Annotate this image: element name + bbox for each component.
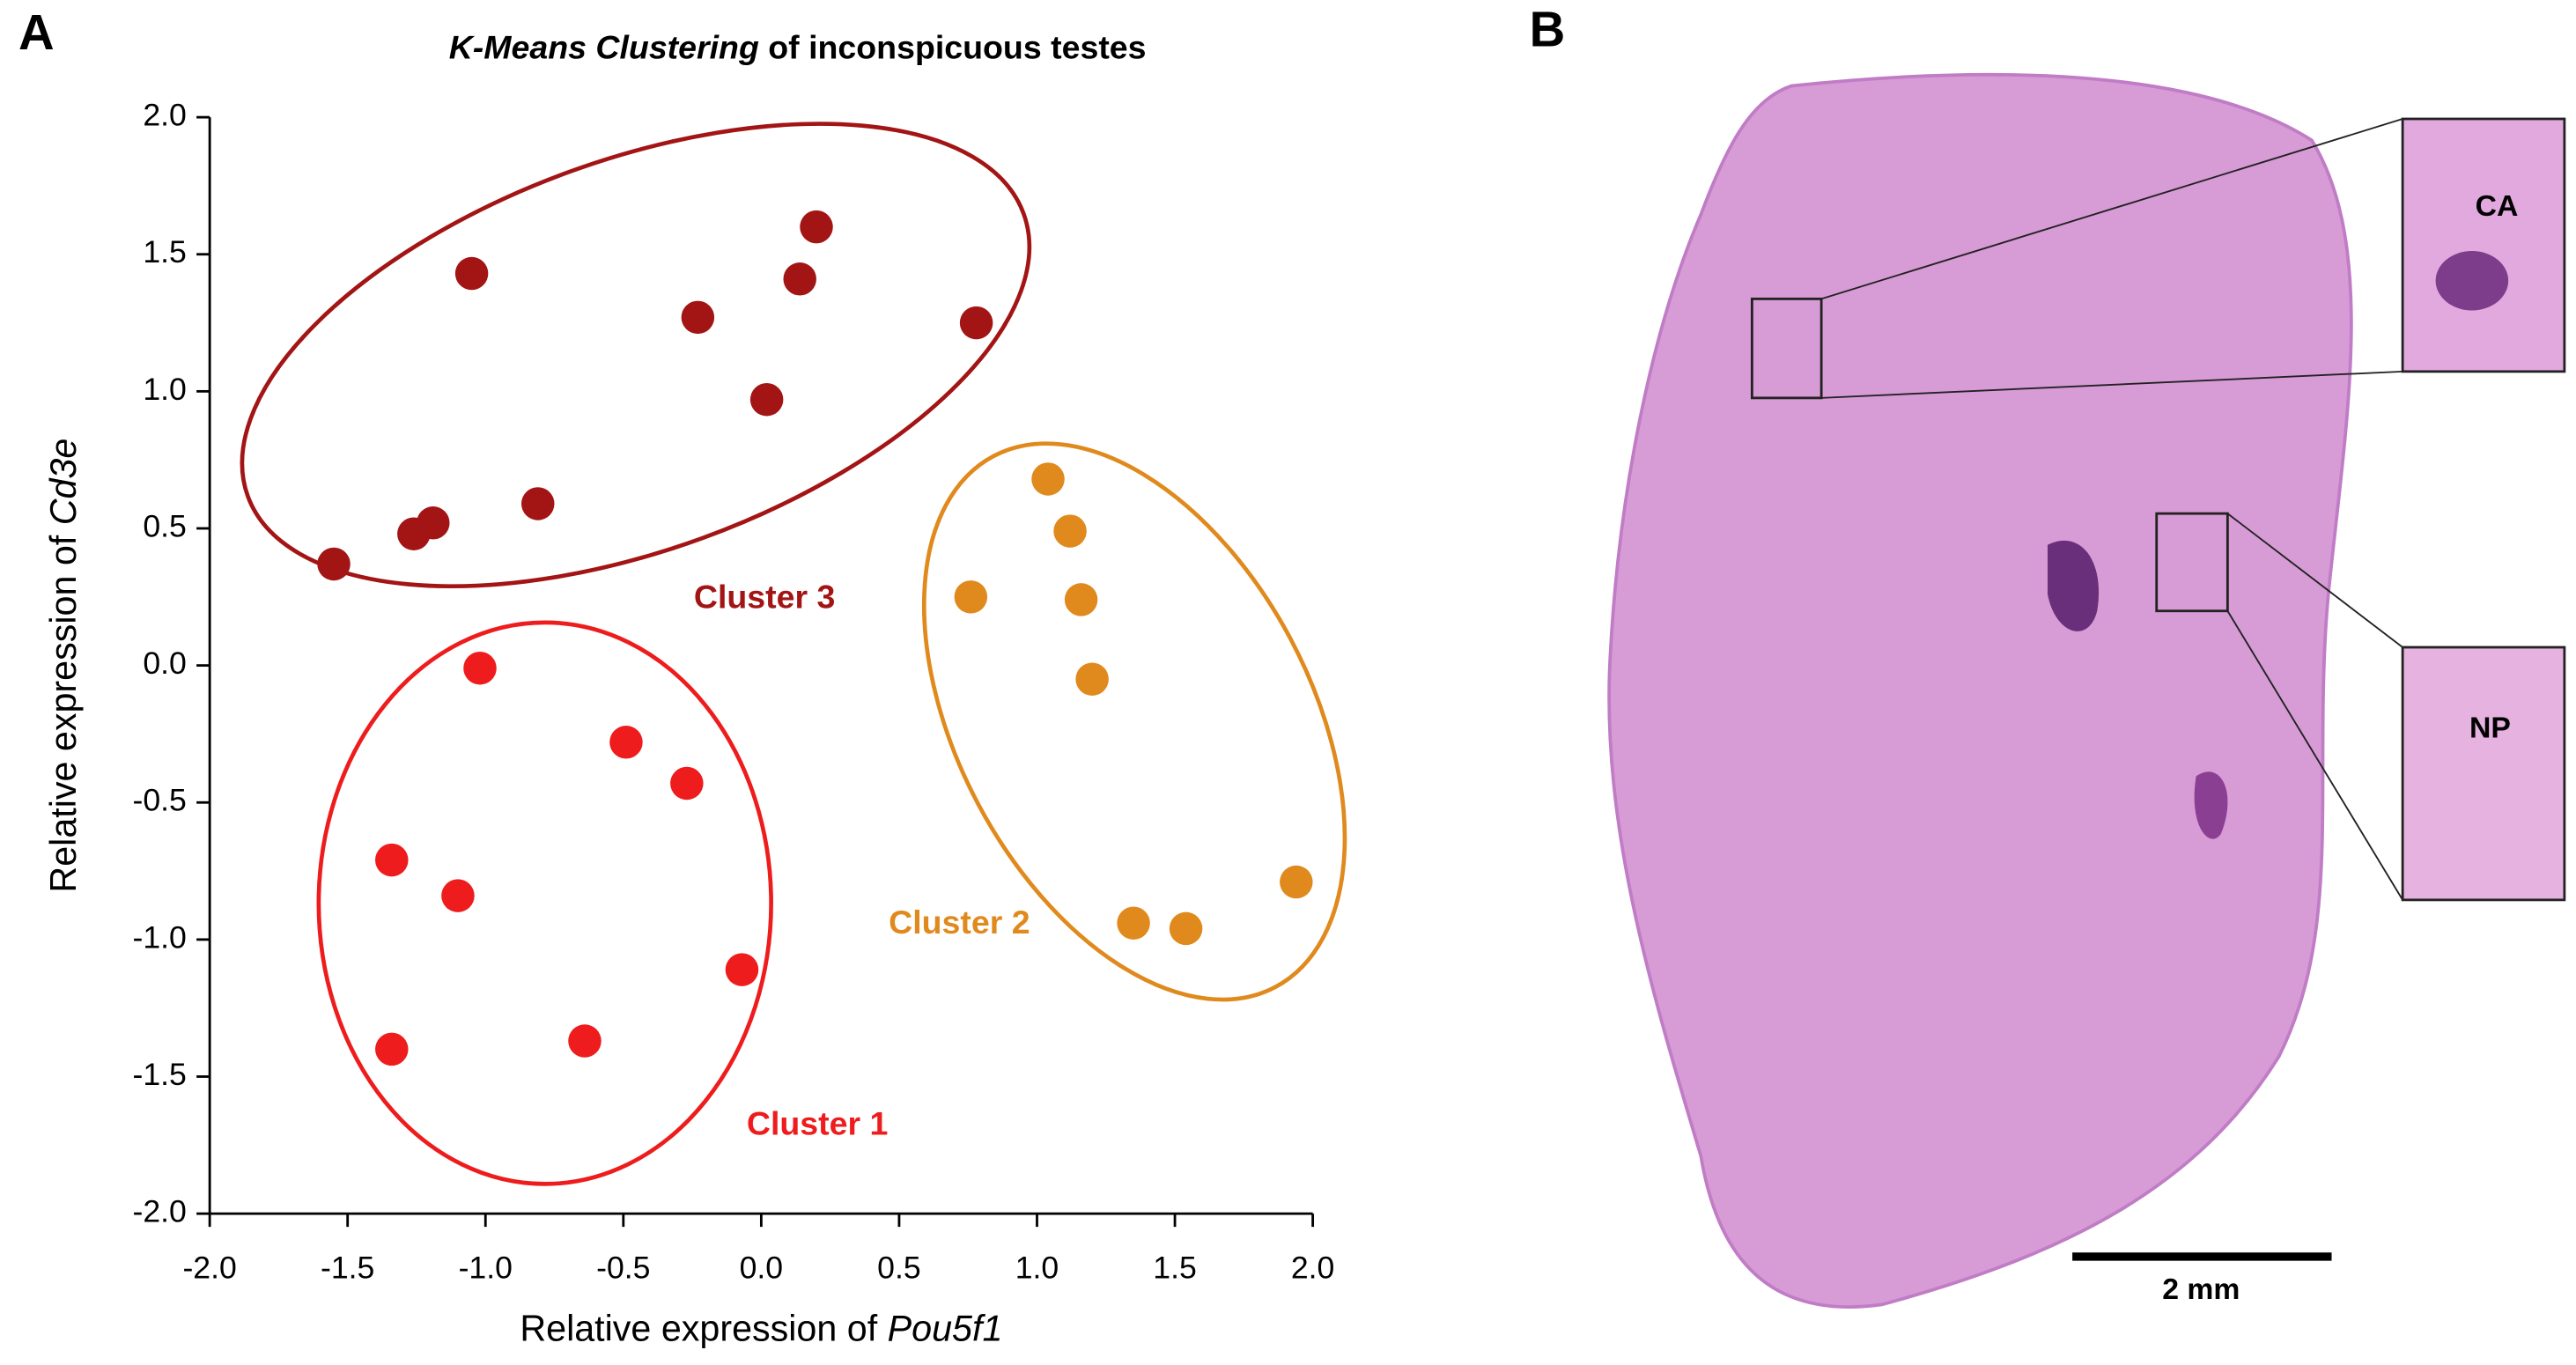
label-part: Cd3e: [43, 439, 84, 526]
point: [463, 651, 497, 685]
point: [1075, 662, 1109, 696]
point: [1117, 906, 1150, 940]
cluster-outline: [316, 620, 773, 1186]
y-tick-label: -2.0: [133, 1194, 187, 1229]
label-part: Relative expression of: [520, 1308, 887, 1348]
point: [670, 766, 704, 801]
point: [800, 210, 833, 244]
point: [1169, 911, 1203, 946]
y-tick-label: 0.0: [143, 646, 187, 681]
point: [954, 580, 988, 614]
x-tick-label: 0.0: [740, 1250, 784, 1285]
point: [454, 256, 489, 291]
x-tick-label: 1.0: [1015, 1250, 1059, 1285]
inset-label: NP: [2469, 712, 2511, 745]
y-tick-label: -1.0: [133, 919, 187, 955]
x-tick-label: -1.0: [459, 1250, 513, 1285]
label-part: Pou5f1: [888, 1308, 1003, 1348]
scale-bar-label: 2 mm: [2162, 1273, 2240, 1306]
point: [417, 506, 450, 540]
point: [609, 726, 643, 759]
y-tick-label: 0.5: [143, 508, 187, 543]
zoom-box: [1750, 297, 1823, 400]
point: [783, 262, 816, 296]
tissue-feature: [2048, 540, 2100, 631]
y-tick-label: -0.5: [133, 783, 187, 818]
point: [1053, 514, 1087, 548]
y-tick-label: 1.5: [143, 234, 187, 269]
zoom-line: [1821, 370, 2403, 399]
zoom-line: [2226, 610, 2403, 901]
y-tick-label: 1.0: [143, 372, 187, 407]
point: [959, 306, 993, 340]
panel-label: B: [1530, 1, 1566, 56]
point: [1031, 462, 1065, 496]
inset-image: [2401, 117, 2566, 373]
cluster-outline: [240, 122, 1032, 589]
x-tick-label: 1.5: [1153, 1250, 1197, 1285]
chart-title: K-Means Clustering of inconspicuous test…: [449, 28, 1147, 65]
point: [1064, 583, 1098, 616]
x-tick-label: -2.0: [182, 1250, 236, 1285]
point: [681, 300, 715, 335]
tissue-feature: [2194, 771, 2228, 839]
zoom-line: [1820, 118, 2403, 300]
title-part: of inconspicuous testes: [759, 28, 1147, 65]
point: [317, 547, 351, 581]
point: [375, 1032, 409, 1066]
inset-image: [2401, 646, 2566, 902]
cluster-label: Cluster 3: [694, 579, 835, 616]
point: [568, 1024, 602, 1058]
point: [441, 879, 475, 912]
x-tick-label: 0.5: [877, 1250, 921, 1285]
x-tick-label: -0.5: [596, 1250, 650, 1285]
x-tick-label: 2.0: [1291, 1250, 1335, 1285]
cluster-label: Cluster 1: [747, 1105, 888, 1142]
inset-feature: [2435, 251, 2509, 311]
inset-label: CA: [2476, 189, 2519, 223]
zoom-box: [2155, 512, 2229, 613]
y-axis-label: Relative expression of Cd3e: [43, 439, 84, 893]
point: [375, 843, 409, 877]
cluster-label: Cluster 2: [889, 904, 1030, 941]
x-axis-label: Relative expression of Pou5f1: [520, 1308, 1002, 1348]
title-part: K-Means Clustering: [449, 28, 759, 65]
zoom-line: [2226, 513, 2403, 648]
panel-label: A: [18, 4, 55, 60]
point: [725, 953, 759, 986]
cluster-outline: [921, 441, 1347, 1002]
point: [520, 487, 555, 520]
y-tick-label: 2.0: [143, 98, 187, 133]
point: [749, 382, 784, 417]
point: [1280, 865, 1313, 899]
y-tick-label: -1.5: [133, 1057, 187, 1092]
x-tick-label: -1.5: [321, 1250, 374, 1285]
tissue-section: [1607, 72, 2353, 1309]
histology-panel: CA NP 2 mm: [1607, 72, 2566, 1309]
label-part: Relative expression of: [43, 525, 84, 892]
